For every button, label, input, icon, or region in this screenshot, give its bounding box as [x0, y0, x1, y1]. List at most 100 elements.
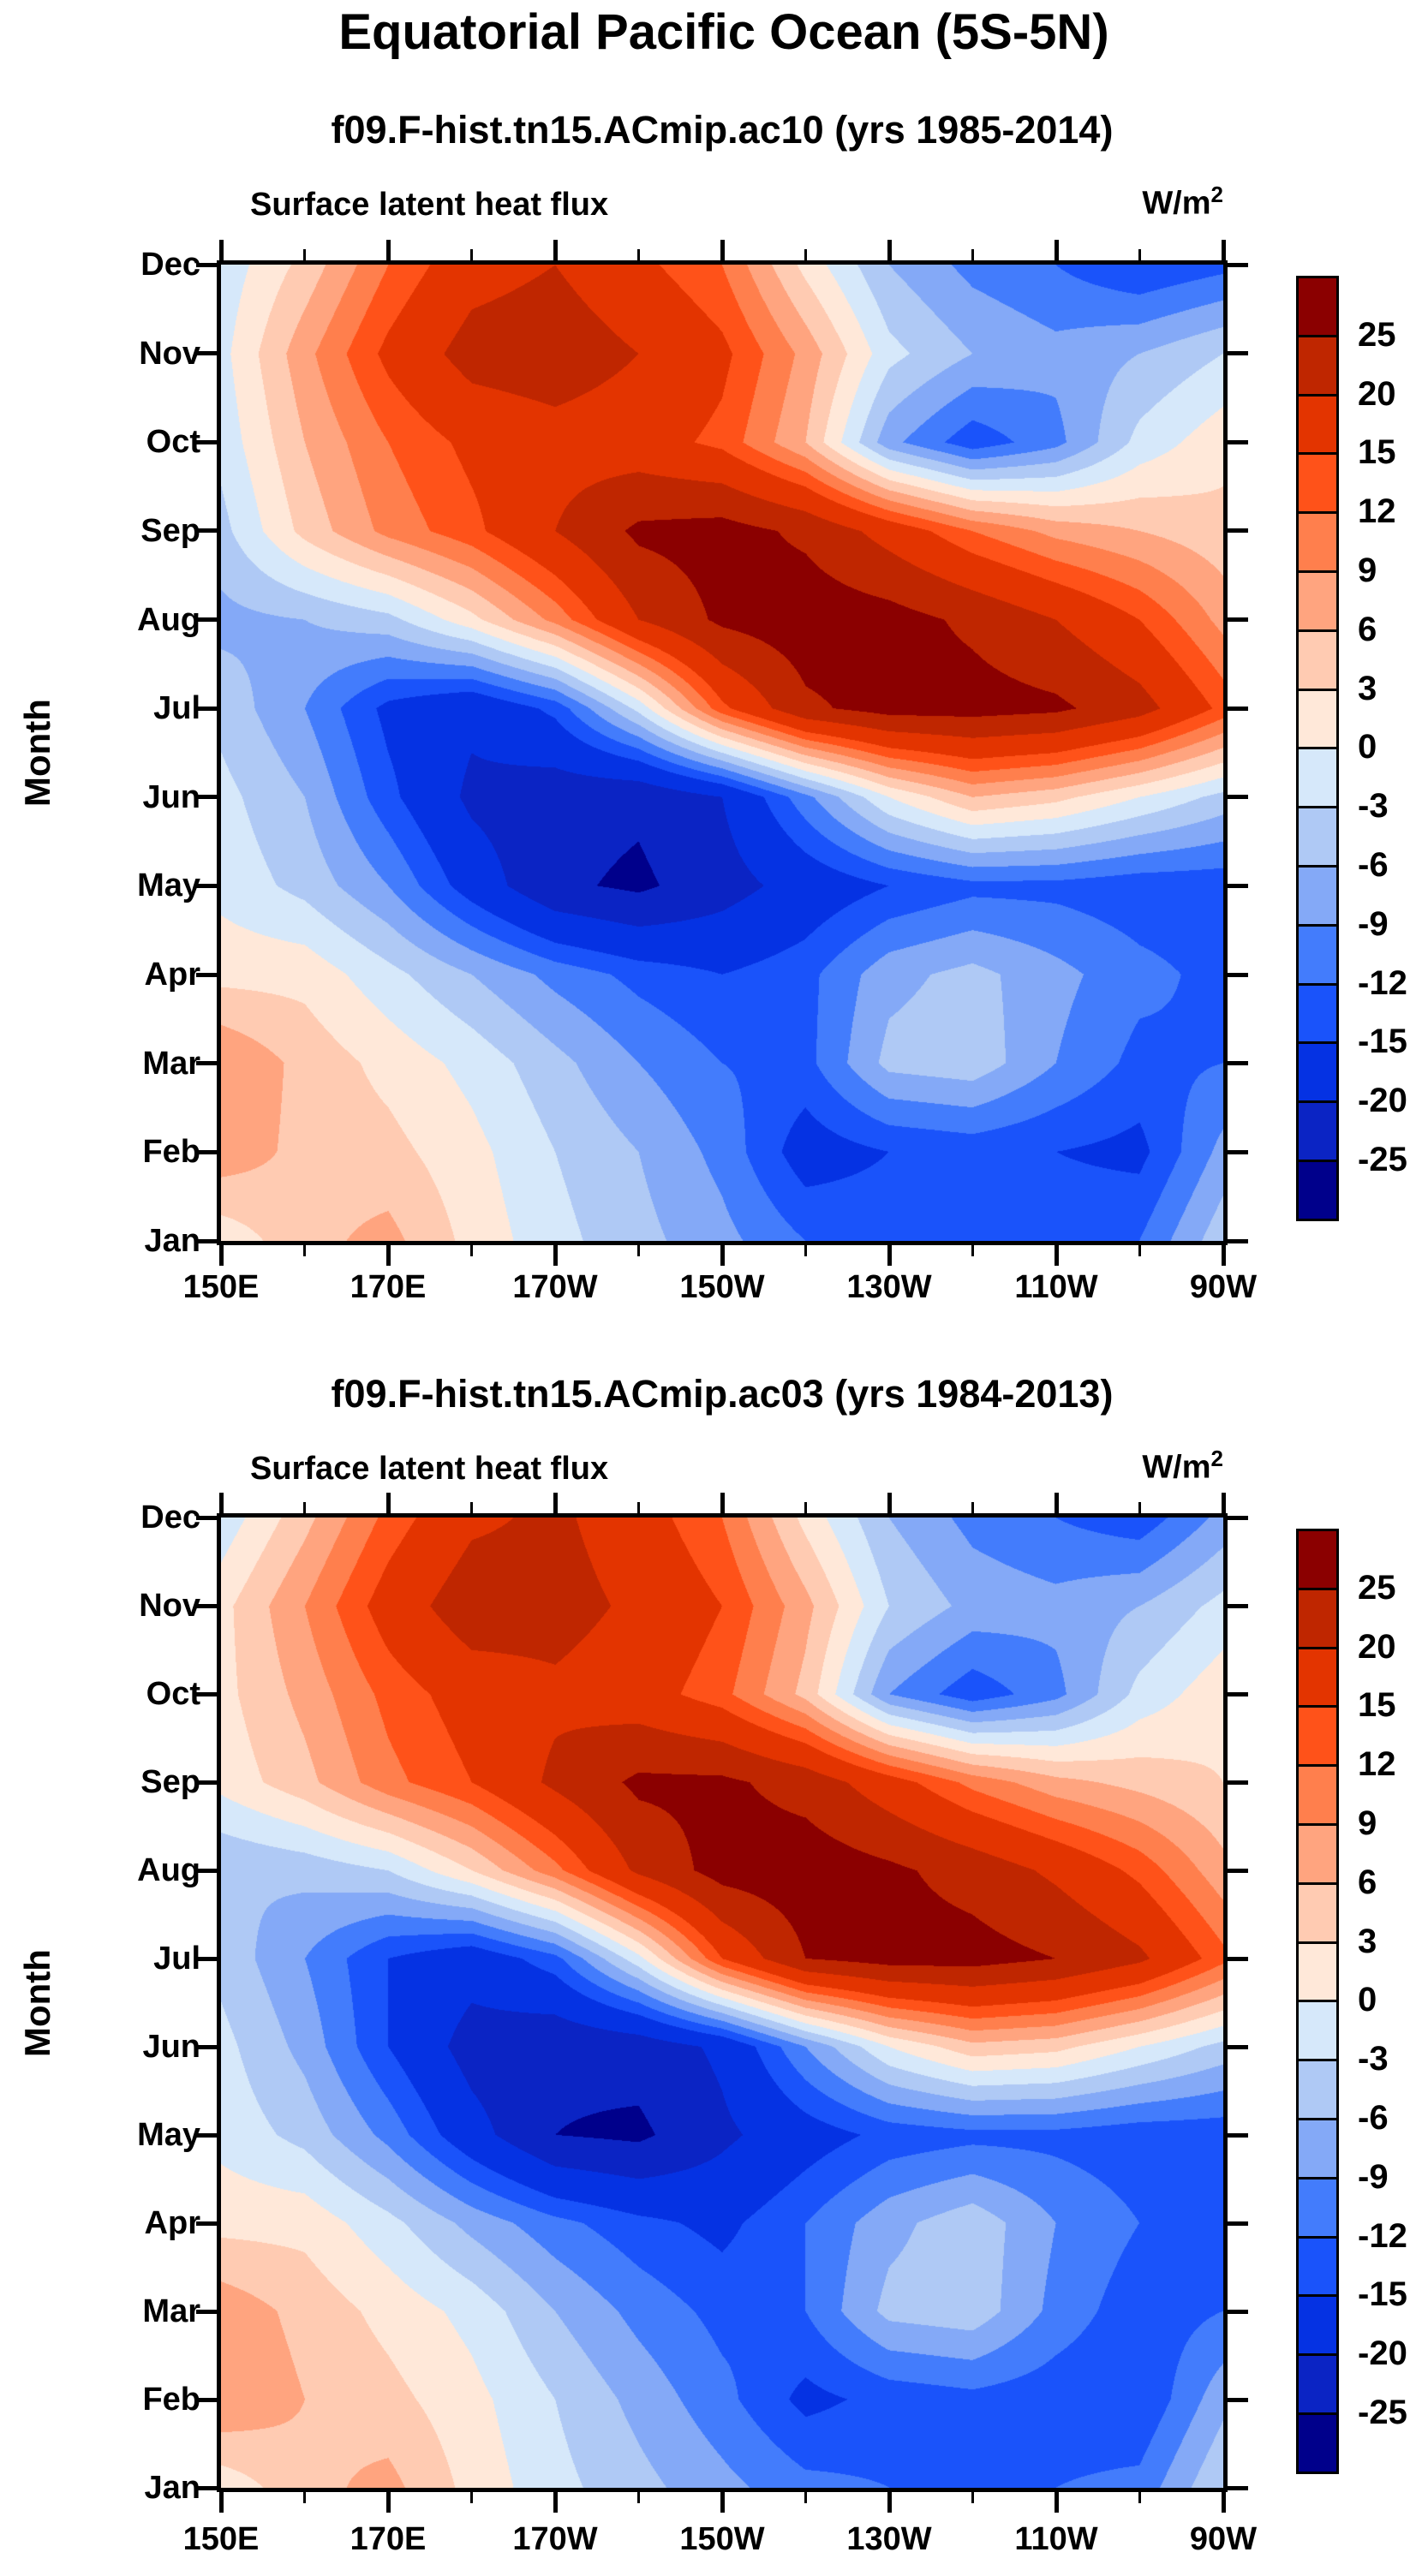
- x-label-110w: 110W: [1014, 2521, 1098, 2557]
- colorbar-swatch: [1296, 570, 1339, 632]
- y-axis-tick-left: [196, 883, 218, 888]
- colorbar-tick-label: -25: [1358, 1141, 1407, 1178]
- month-label-dec: Dec: [140, 247, 200, 283]
- x-axis-tick-bottom: [218, 1243, 224, 1266]
- y-axis-tick-right: [1226, 262, 1248, 267]
- y-axis-tick-right: [1226, 439, 1248, 444]
- month-label-jan: Jan: [144, 1223, 200, 1259]
- y-axis-tick-right: [1226, 1515, 1248, 1520]
- x-axis-minor-tick-bottom: [470, 1243, 473, 1256]
- month-label-jul: Jul: [153, 1941, 200, 1977]
- y-axis-tick-right: [1226, 2132, 1248, 2138]
- x-axis-tick-bottom: [1221, 2490, 1226, 2513]
- colorbar-tick-label: -12: [1358, 2216, 1407, 2255]
- month-label-aug: Aug: [137, 601, 200, 638]
- x-label-170e: 170E: [350, 2521, 427, 2557]
- colorbar-tick-label: -12: [1358, 963, 1407, 1002]
- x-label-150e: 150E: [182, 1269, 260, 1305]
- x-axis-tick-top: [720, 1493, 725, 1515]
- y-axis-tick-left: [196, 1149, 218, 1154]
- month-label-apr: Apr: [144, 957, 200, 993]
- y-axis-tick-right: [1226, 2397, 1248, 2402]
- colorbar-swatch: [1296, 2176, 1339, 2239]
- panel2-units-exponent: 2: [1210, 1446, 1223, 1471]
- x-axis-minor-tick-bottom: [637, 1243, 640, 1256]
- colorbar-tick-label: 9: [1358, 1804, 1377, 1842]
- colorbar-swatch: [1296, 511, 1339, 573]
- x-axis-minor-tick-bottom: [804, 1243, 807, 1256]
- colorbar-swatch: [1296, 1823, 1339, 1885]
- panel2-contour-canvas: [221, 1518, 1223, 2488]
- x-axis-tick-bottom: [218, 2490, 224, 2513]
- y-axis-tick-left: [196, 617, 218, 623]
- x-label-150w: 150W: [679, 2521, 765, 2557]
- panel1-units-label: W/m2: [1052, 182, 1223, 223]
- colorbar-swatch: [1296, 2000, 1339, 2062]
- colorbar-tick-label: -9: [1358, 2157, 1389, 2196]
- month-label-nov: Nov: [139, 335, 200, 372]
- x-axis-tick-top: [385, 1493, 391, 1515]
- y-axis-tick-left: [196, 2221, 218, 2226]
- colorbar-tick-label: 25: [1358, 1568, 1396, 1607]
- colorbar-swatch: [1296, 393, 1339, 456]
- colorbar-tick-label: -15: [1358, 1023, 1407, 1061]
- x-axis-minor-tick-top: [470, 249, 473, 262]
- x-label-150e: 150E: [182, 2521, 260, 2557]
- x-axis-tick-bottom: [385, 2490, 391, 2513]
- y-axis-tick-left: [196, 1691, 218, 1696]
- colorbar-swatch: [1296, 1100, 1339, 1162]
- colorbar-tick-label: 25: [1358, 315, 1396, 354]
- month-label-dec: Dec: [140, 1500, 200, 1535]
- x-axis-minor-tick-top: [1138, 1502, 1141, 1515]
- month-label-nov: Nov: [139, 1588, 200, 1624]
- panel1-contour-canvas: [221, 265, 1223, 1241]
- colorbar-tick-label: -6: [1358, 846, 1389, 884]
- month-label-jul: Jul: [153, 690, 200, 727]
- colorbar-swatch: [1296, 688, 1339, 750]
- x-axis-tick-top: [720, 240, 725, 262]
- colorbar-tick-label: -15: [1358, 2275, 1407, 2314]
- colorbar-swatch: [1296, 2235, 1339, 2298]
- x-axis-minor-tick-top: [303, 249, 306, 262]
- y-axis-tick-right: [1226, 617, 1248, 623]
- y-axis-tick-right: [1226, 351, 1248, 356]
- x-label-110w: 110W: [1014, 1269, 1098, 1305]
- x-axis-minor-tick-bottom: [971, 2490, 974, 2503]
- month-label-feb: Feb: [142, 1134, 200, 1171]
- colorbar-swatch: [1296, 1705, 1339, 1768]
- colorbar-swatch: [1296, 2118, 1339, 2179]
- panel2-subtitle-left: Surface latent heat flux: [250, 1451, 609, 1487]
- y-axis-tick-right: [1226, 1868, 1248, 1873]
- colorbar-tick-label: 9: [1358, 552, 1377, 589]
- colorbar-tick-label: 15: [1358, 1686, 1396, 1725]
- y-axis-tick-right: [1226, 2485, 1248, 2490]
- colorbar-tick-label: 0: [1358, 728, 1377, 766]
- colorbar-tick-label: 20: [1358, 1627, 1396, 1666]
- colorbar-swatch: [1296, 1881, 1339, 1944]
- colorbar-swatch: [1296, 276, 1339, 337]
- x-axis-minor-tick-top: [470, 1502, 473, 1515]
- figure-main-title: Equatorial Pacific Ocean (5S-5N): [338, 4, 1109, 60]
- y-axis-tick-left: [196, 1061, 218, 1066]
- month-label-jun: Jun: [142, 2029, 200, 2065]
- x-axis-tick-top: [1221, 1493, 1226, 1515]
- x-axis-tick-top: [218, 1493, 224, 1515]
- panel1-title: f09.F-hist.tn15.ACmip.ac10 (yrs 1985-201…: [331, 108, 1114, 152]
- y-axis-tick-right: [1226, 706, 1248, 711]
- x-axis-tick-top: [553, 240, 558, 262]
- x-axis-minor-tick-bottom: [303, 1243, 306, 1256]
- colorbar-tick-label: 20: [1358, 374, 1396, 413]
- colorbar-tick-label: 15: [1358, 433, 1396, 472]
- x-axis-minor-tick-top: [637, 1502, 640, 1515]
- colorbar-swatch: [1296, 865, 1339, 927]
- y-axis-tick-right: [1226, 1780, 1248, 1785]
- x-label-130w: 130W: [846, 2521, 932, 2557]
- y-axis-tick-left: [196, 2309, 218, 2314]
- panel2-title: f09.F-hist.tn15.ACmip.ac03 (yrs 1984-201…: [331, 1372, 1114, 1416]
- month-label-sep: Sep: [140, 1764, 200, 1800]
- y-axis-tick-right: [1226, 2221, 1248, 2226]
- panel1-subtitle-left: Surface latent heat flux: [250, 187, 609, 223]
- x-axis-tick-top: [1054, 1493, 1059, 1515]
- month-label-may: May: [137, 2117, 200, 2153]
